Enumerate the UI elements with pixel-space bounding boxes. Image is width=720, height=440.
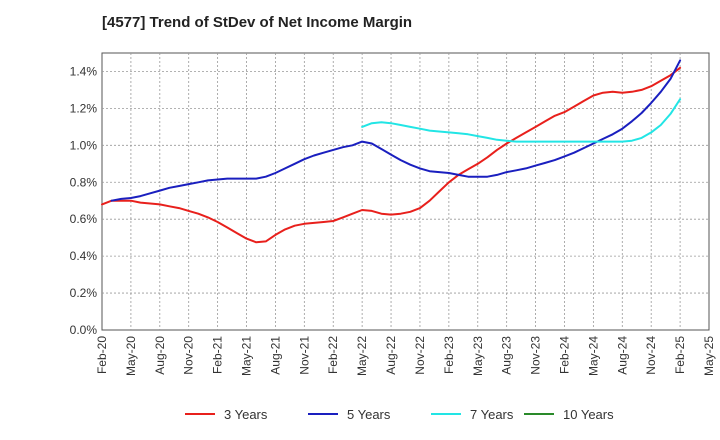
- series-line-3-years: [101, 66, 682, 244]
- chart-title: [4577] Trend of StDev of Net Income Marg…: [102, 14, 413, 31]
- x-tick-label: May-25: [702, 336, 716, 376]
- y-tick-label: 0.4%: [70, 249, 98, 263]
- x-tick-label: May-21: [240, 336, 254, 376]
- x-tick-label: Feb-23: [442, 336, 456, 374]
- x-tick-label: Feb-20: [95, 336, 109, 374]
- x-tick-label: May-20: [124, 336, 138, 376]
- legend-label: 7 Years: [470, 407, 514, 422]
- plot-area: [101, 52, 710, 331]
- legend-label: 5 Years: [347, 407, 391, 422]
- x-tick-label: May-22: [355, 336, 369, 376]
- x-tick-label: Nov-21: [297, 336, 311, 375]
- y-tick-label: 0.0%: [70, 323, 98, 337]
- series-line-7-years: [361, 98, 682, 143]
- series-line-5-years: [110, 59, 682, 202]
- x-tick-label: Aug-21: [268, 336, 282, 375]
- x-tick-label: Aug-20: [153, 336, 167, 375]
- legend-label: 3 Years: [224, 407, 268, 422]
- x-tick-label: Nov-24: [644, 336, 658, 375]
- x-tick-label: Feb-25: [673, 336, 687, 374]
- x-tick-label: Aug-23: [500, 336, 514, 375]
- y-tick-label: 0.8%: [70, 175, 98, 189]
- x-tick-label: Aug-22: [384, 336, 398, 375]
- x-tick-label: Nov-23: [529, 336, 543, 375]
- x-tick-label: May-24: [586, 336, 600, 376]
- legend-label: 10 Years: [563, 407, 614, 422]
- y-tick-label: 0.6%: [70, 212, 98, 226]
- y-tick-label: 1.0%: [70, 138, 98, 152]
- y-tick-label: 1.2%: [70, 101, 98, 115]
- y-tick-label: 0.2%: [70, 286, 98, 300]
- y-tick-label: 1.4%: [70, 64, 98, 78]
- x-tick-label: Nov-20: [182, 336, 196, 375]
- x-tick-label: Aug-24: [615, 336, 629, 375]
- x-tick-label: Nov-22: [413, 336, 427, 375]
- x-tick-label: Feb-21: [211, 336, 225, 374]
- x-tick-label: Feb-22: [326, 336, 340, 374]
- x-tick-label: Feb-24: [557, 336, 571, 374]
- x-tick-label: May-23: [471, 336, 485, 376]
